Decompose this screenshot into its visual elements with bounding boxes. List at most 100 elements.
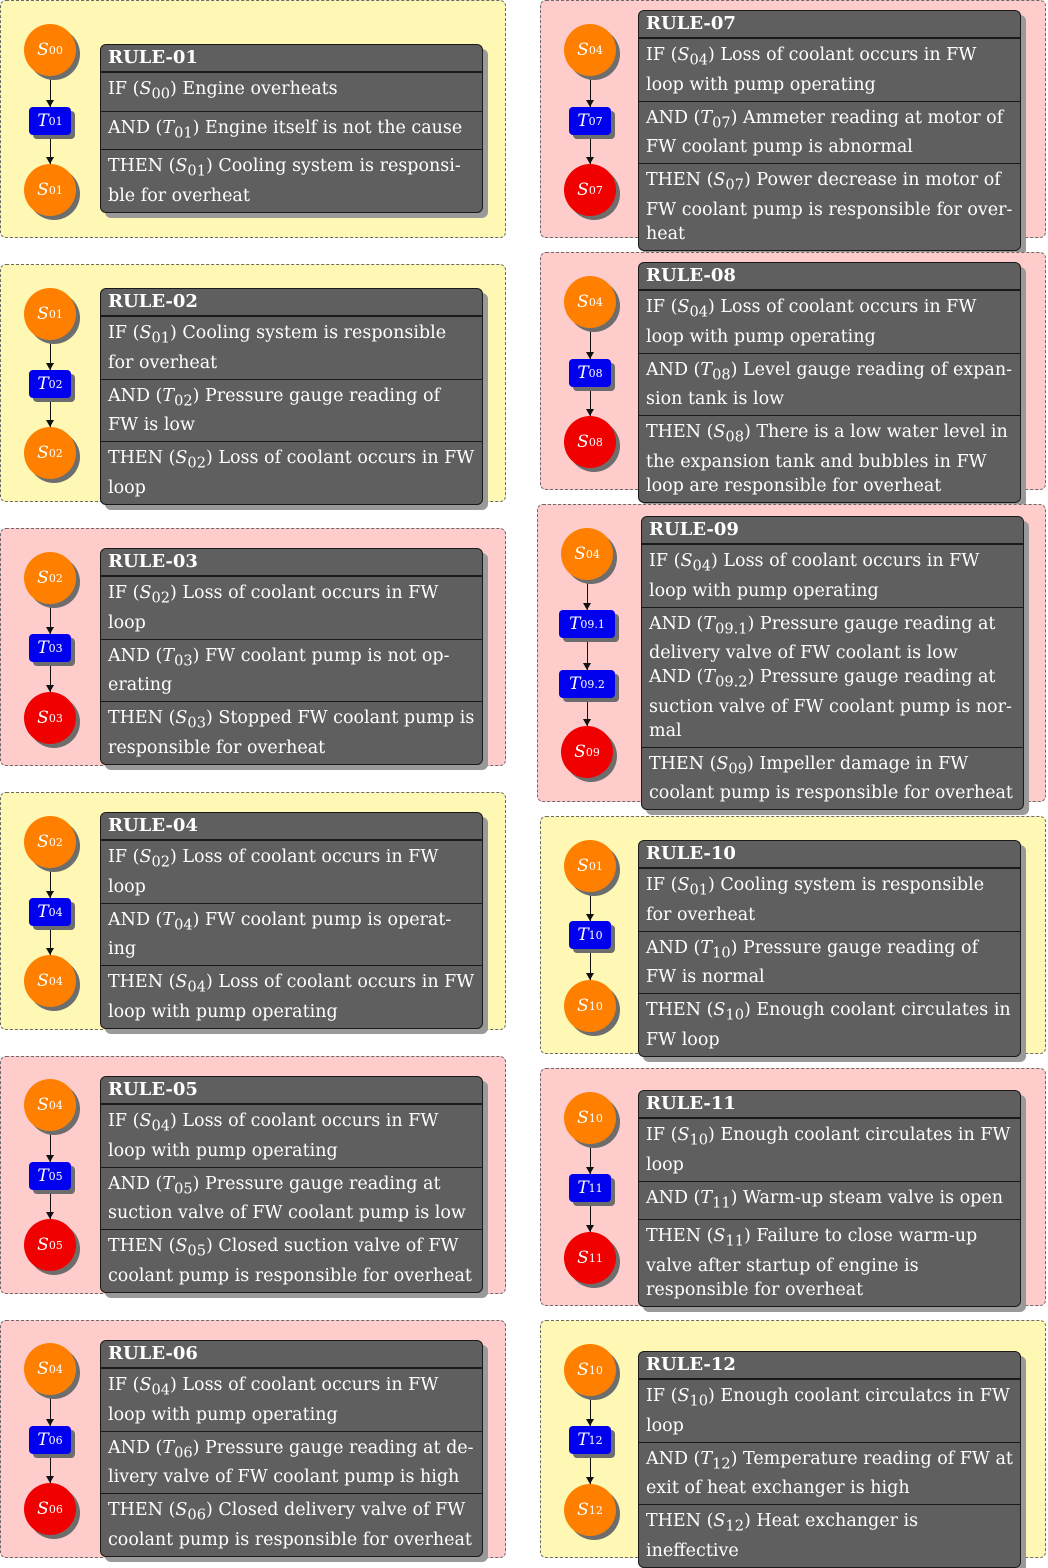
state-node: S 06 [24,1483,76,1535]
state-node: S 00 [24,24,76,76]
state-node: S 04 [24,1079,76,1131]
flow-connector [50,912,51,981]
rule-clause: IF (S04) Loss of coolant occurs in FW lo… [101,1104,482,1167]
flow-connector [50,1105,51,1176]
rule-clause: AND (T02) Pressure gauge reading of FW i… [101,378,482,442]
state-node: S 11 [564,1232,616,1284]
state-node: S 01 [24,288,76,340]
rule-title: RULE-08 [639,263,1020,290]
transition-node: T 08 [569,359,611,387]
flow-connector [50,384,51,453]
rule-clause: THEN (S08) There is a low water level in… [639,415,1020,502]
flow-connector [587,684,588,752]
flow-connector [590,50,591,121]
arrow-head-icon [586,1225,594,1232]
flow-connector [590,373,591,442]
rule-title: RULE-06 [101,1341,482,1368]
transition-node: T 10 [569,921,611,949]
arrow-head-icon [46,1476,54,1483]
rule-clause: AND (T03) FW coolant pump is not op-erat… [101,638,482,702]
transition-node: T 07 [569,107,611,135]
arrow-head-icon [586,409,594,416]
rule-title: RULE-12 [639,1352,1020,1379]
rule-box: RULE-10 IF (S01) Cooling system is respon… [638,840,1021,1057]
arrow-head-icon [46,891,54,898]
transition-node: T 02 [29,370,71,398]
rule-clause: AND (T09.1) Pressure gauge reading at de… [642,606,1023,747]
rule-clause: IF (S00) Engine overheats [101,72,482,111]
rule-title: RULE-04 [101,813,482,840]
flow-connector [590,1118,591,1188]
rule-clause: IF (S01) Cooling system is responsible f… [639,868,1020,931]
state-node: S 01 [564,840,616,892]
arrow-head-icon [583,603,591,610]
state-node: S 02 [24,552,76,604]
rule-clause: AND (T01) Engine itself is not the cause [101,110,482,150]
flow-connector [590,302,591,373]
rule-clause: IF (S04) Loss of coolant occurs in FW lo… [642,544,1023,607]
transition-node: T 05 [29,1162,71,1190]
flow-connector [590,1440,591,1510]
state-node: S 07 [564,164,616,216]
state-node: S 10 [564,1344,616,1396]
arrow-head-icon [46,1155,54,1162]
arrow-head-icon [586,1167,594,1174]
rule-clause: IF (S02) Loss of coolant occurs in FW lo… [101,840,482,903]
rule-clause: IF (S04) Loss of coolant occurs in FW lo… [101,1368,482,1431]
flow-connector [50,578,51,648]
rule-title: RULE-10 [639,841,1020,868]
rule-title: RULE-01 [101,45,482,72]
rule-clause: THEN (S03) Stopped FW coolant pump is re… [101,701,482,764]
state-node: S 01 [24,164,76,216]
arrow-head-icon [586,914,594,921]
state-node: S 12 [564,1484,616,1536]
rule-box: RULE-06 IF (S04) Loss of coolant occurs i… [100,1340,483,1557]
rule-clause: THEN (S12) Heat exchanger is ineffective [639,1504,1020,1567]
flow-connector [50,50,51,121]
flow-connector [587,554,588,624]
flow-connector [590,121,591,190]
rule-box: RULE-12 IF (S10) Enough coolant circulatc… [638,1351,1021,1568]
rule-clause: THEN (S06) Closed delivery valve of FW c… [101,1493,482,1556]
rule-clause: IF (S04) Loss of coolant occurs in FW lo… [639,38,1020,101]
rule-title: RULE-03 [101,549,482,576]
state-node: S 04 [561,528,613,580]
rule-clause: IF (S04) Loss of coolant occurs in FW lo… [639,290,1020,353]
transition-node: T 11 [569,1174,611,1202]
rule-box: RULE-01 IF (S00) Engine overheats AND (T01… [100,44,483,213]
rule-title: RULE-11 [639,1091,1020,1118]
arrow-head-icon [586,1477,594,1484]
rule-title: RULE-09 [642,517,1023,544]
arrow-head-icon [46,363,54,370]
rule-clause: THEN (S02) Loss of coolant occurs in FW … [101,441,482,504]
transition-node: T 12 [569,1426,611,1454]
arrow-head-icon [586,157,594,164]
rule-clause: AND (T10) Pressure gauge reading of FW i… [639,930,1020,994]
flow-connector [590,935,591,1006]
arrow-head-icon [46,1212,54,1219]
arrow-head-icon [46,627,54,634]
flow-connector [50,648,51,718]
rule-clause: IF (S10) Enough coolant circulatcs in FW… [639,1379,1020,1442]
arrow-head-icon [46,685,54,692]
rule-clause: THEN (S04) Loss of coolant occurs in FW … [101,965,482,1028]
state-node: S 04 [24,1343,76,1395]
rule-clause: THEN (S11) Failure to close warm-up valv… [639,1219,1020,1306]
rule-clause: AND (T11) Warm-up steam valve is open [639,1180,1020,1220]
rule-clause: AND (T06) Pressure gauge reading at de-l… [101,1430,482,1494]
state-node: S 02 [24,427,76,479]
flow-connector [50,314,51,384]
flow-connector [590,866,591,935]
transition-node: T 03 [29,634,71,662]
state-node: S 05 [24,1219,76,1271]
rule-clause: IF (S10) Enough coolant circulates in FW… [639,1118,1020,1181]
arrow-head-icon [583,663,591,670]
state-node: S 08 [564,416,616,468]
rule-clause: THEN (S10) Enough coolant circulates in … [639,993,1020,1056]
state-node: S 09 [561,726,613,778]
state-node: S 04 [24,955,76,1007]
rule-title: RULE-02 [101,289,482,316]
rule-clause: THEN (S01) Cooling system is responsi-bl… [101,149,482,212]
rule-box: RULE-11 IF (S10) Enough coolant circulate… [638,1090,1021,1307]
state-node: S 04 [564,24,616,76]
